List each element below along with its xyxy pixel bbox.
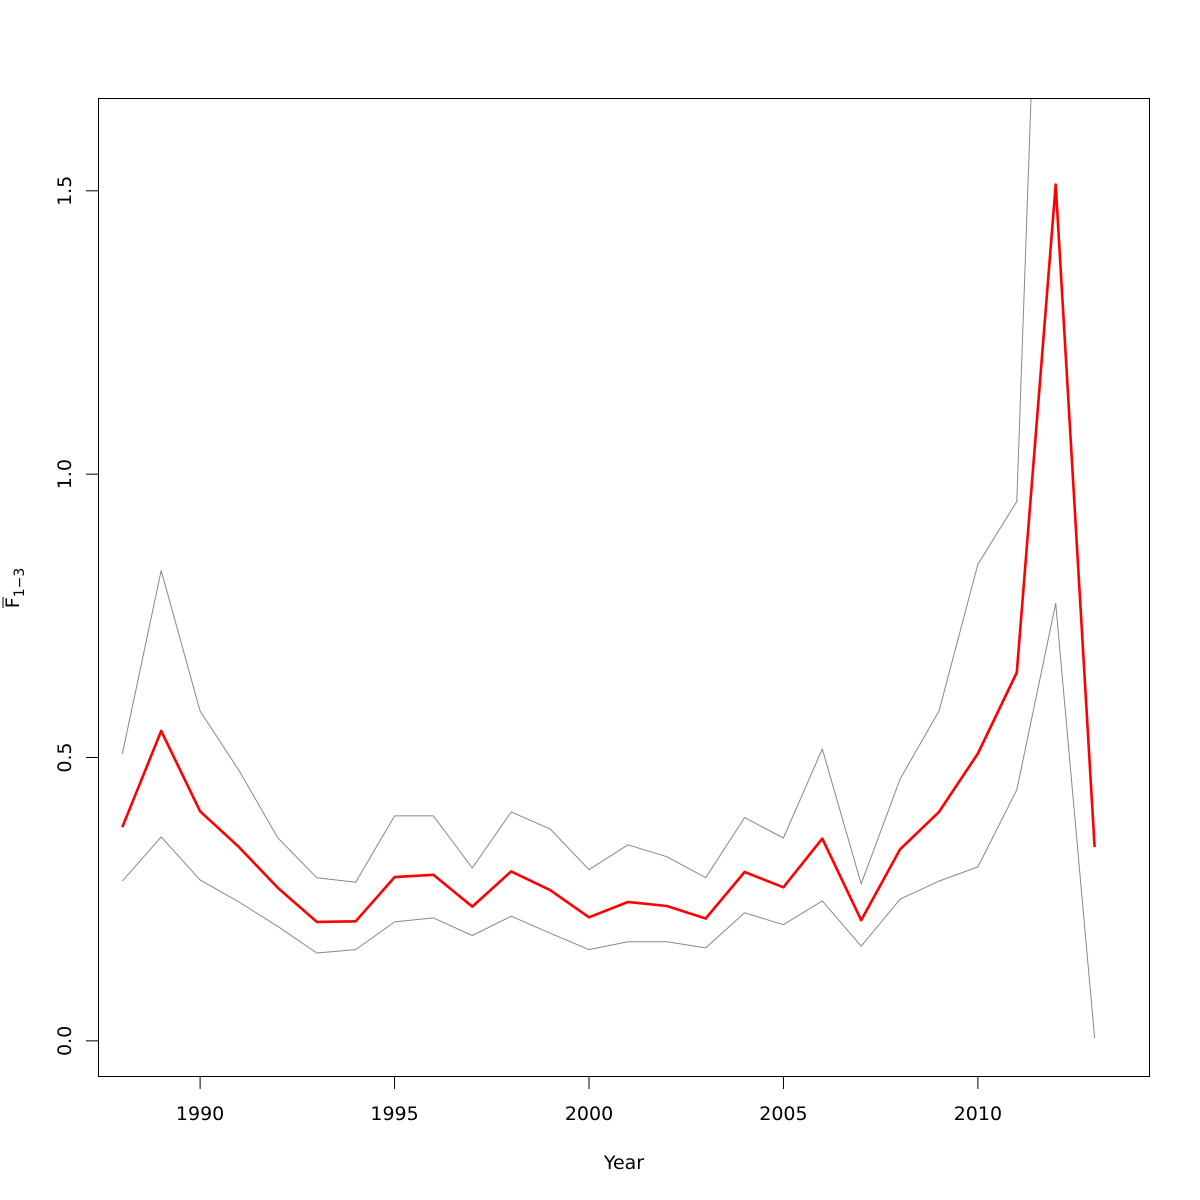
y-axis-title: F1−3 — [2, 568, 28, 608]
svg-text:F1−3: F1−3 — [2, 568, 28, 608]
y-axis-title-main: F — [2, 597, 24, 608]
x-tick-label: 2010 — [954, 1103, 1002, 1125]
y-tick-label: 0.5 — [54, 742, 76, 772]
x-tick-label: 1990 — [176, 1103, 224, 1125]
series-layer — [121, 99, 1096, 1039]
series-line-estimate — [121, 183, 1096, 924]
y-tick-label: 1.0 — [54, 459, 76, 489]
x-axis-title: Year — [603, 1152, 644, 1174]
series-line-lower-bound — [121, 602, 1096, 1039]
x-tick-label: 2005 — [759, 1103, 807, 1125]
y-tick-label: 1.5 — [54, 176, 76, 206]
x-tick-label: 2000 — [565, 1103, 613, 1125]
y-axis-title-subscript: 1−3 — [12, 568, 28, 598]
x-axis: 1990 1995 2000 2005 2010 — [176, 1076, 1002, 1125]
y-axis: 0.0 0.5 1.0 1.5 — [54, 176, 99, 1056]
series-line-upper-bound — [121, 99, 1032, 885]
y-tick-label: 0.0 — [54, 1026, 76, 1056]
x-tick-label: 1995 — [370, 1103, 418, 1125]
